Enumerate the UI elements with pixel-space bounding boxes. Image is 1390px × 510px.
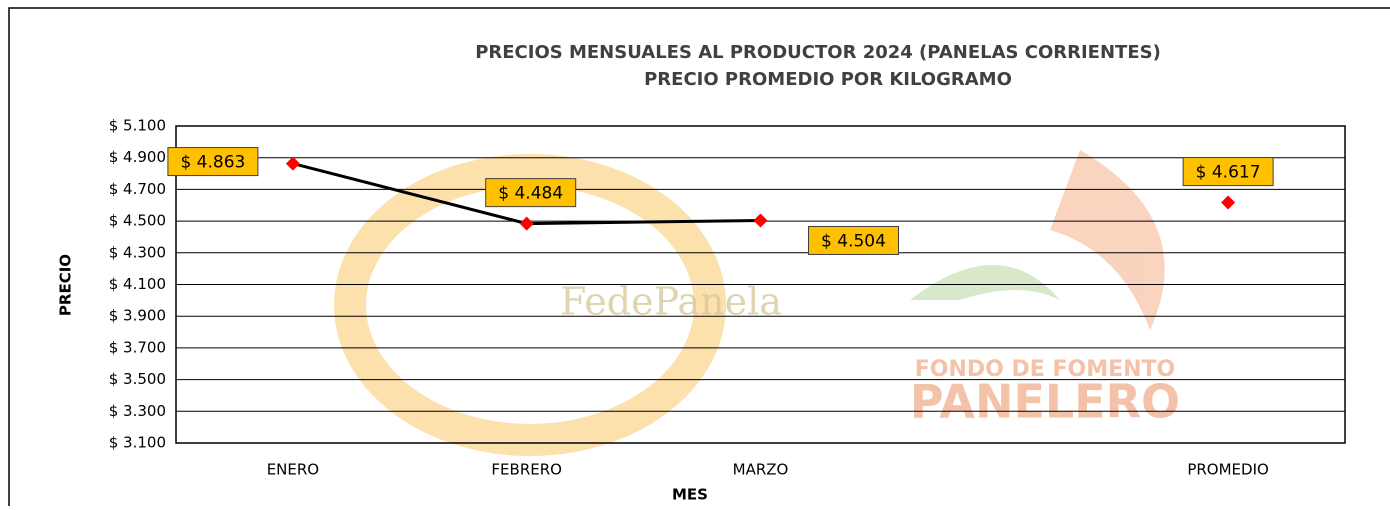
y-tick-label: $ 4.900 xyxy=(109,148,166,166)
y-tick-label: $ 3.900 xyxy=(109,307,166,325)
data-label: $ 4.504 xyxy=(821,231,886,251)
chart-title: PRECIOS MENSUALES AL PRODUCTOR 2024 (PAN… xyxy=(475,42,1161,63)
y-tick-label: $ 4.100 xyxy=(109,275,166,293)
watermark-text: PANELERO xyxy=(910,375,1180,429)
x-tick-label: MARZO xyxy=(733,461,789,479)
y-tick-label: $ 4.700 xyxy=(109,180,166,198)
y-tick-label: $ 4.500 xyxy=(109,212,166,230)
y-tick-label: $ 5.100 xyxy=(109,117,166,135)
y-tick-label: $ 3.100 xyxy=(109,434,166,452)
chart: FedePanela FONDO DE FOMENTO PANELERO PRE… xyxy=(0,0,1390,506)
y-tick-label: $ 3.500 xyxy=(109,370,166,388)
chart-subtitle: PRECIO PROMEDIO POR KILOGRAMO xyxy=(644,69,1012,90)
data-label: $ 4.617 xyxy=(1196,163,1261,183)
x-axis-title: MES xyxy=(672,486,708,504)
x-tick-label: ENERO xyxy=(267,461,319,479)
y-tick-label: $ 4.300 xyxy=(109,243,166,261)
data-label: $ 4.863 xyxy=(180,153,245,173)
x-tick-label: PROMEDIO xyxy=(1187,461,1268,479)
y-axis-title: PRECIO xyxy=(57,254,75,316)
y-tick-label: $ 3.300 xyxy=(109,402,166,420)
data-label: $ 4.484 xyxy=(498,184,563,204)
x-tick-label: FEBRERO xyxy=(491,461,562,479)
watermark-text: FedePanela xyxy=(560,280,782,324)
y-tick-label: $ 3.700 xyxy=(109,338,166,356)
